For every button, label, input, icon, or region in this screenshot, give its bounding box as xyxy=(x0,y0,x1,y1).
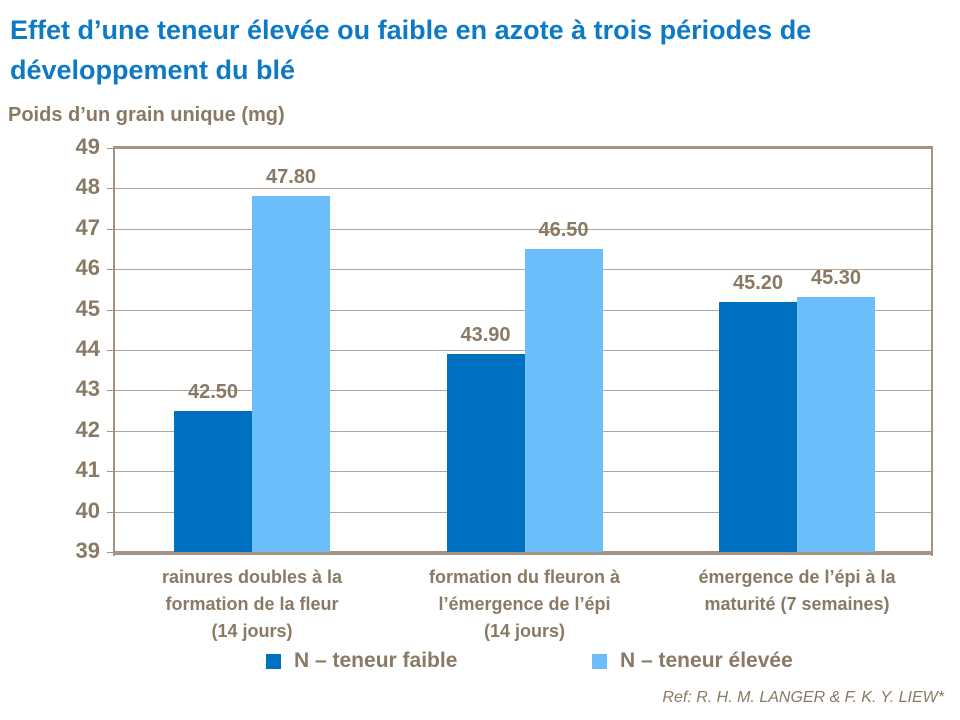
x-axis-line xyxy=(115,551,933,555)
y-tick-label: 46 xyxy=(75,255,100,281)
y-tick-label: 44 xyxy=(75,335,100,361)
y-axis-tick xyxy=(107,390,115,392)
gridline xyxy=(115,228,933,230)
y-axis-tick xyxy=(107,471,115,473)
y-axis-tick xyxy=(107,350,115,351)
bar-value-label: 46.50 xyxy=(538,219,589,241)
gridline xyxy=(115,188,933,190)
bar-teneur-elevee xyxy=(252,196,330,552)
y-tick-label: 48 xyxy=(75,174,100,200)
y-tick-label: 45 xyxy=(75,295,100,321)
bar-value-label: 42.50 xyxy=(187,380,239,403)
bar-teneur-faible xyxy=(446,354,525,552)
bar-value-label: 45.30 xyxy=(810,267,862,290)
y-axis-tick xyxy=(107,269,115,271)
y-tick-label: 47 xyxy=(75,214,100,240)
legend-item-teneur-elevee: N – teneur élevée xyxy=(592,649,793,673)
y-axis-tick xyxy=(107,188,115,190)
y-tick-label: 43 xyxy=(75,376,100,402)
y-axis-tick xyxy=(107,511,115,513)
legend-swatch-teneur-elevee xyxy=(592,653,607,669)
y-axis-tick xyxy=(107,148,115,149)
y-tick-label: 40 xyxy=(75,497,100,523)
bar-teneur-faible xyxy=(719,301,797,552)
y-tick-label: 42 xyxy=(75,416,100,442)
reference-citation: Ref: R. H. M. LANGER & F. K. Y. LIEW* xyxy=(662,689,944,706)
legend-swatch-teneur-faible xyxy=(266,653,281,669)
gridline xyxy=(115,350,933,351)
y-axis-tick xyxy=(107,430,115,432)
y-axis-tick xyxy=(107,228,115,230)
x-category-label: émergence de l’épi à la maturité (7 sema… xyxy=(698,567,896,614)
legend-label-teneur-faible: N – teneur faible xyxy=(294,649,458,672)
y-axis-line xyxy=(113,146,115,556)
x-category-label: rainures doubles à la formation de la fl… xyxy=(161,567,343,641)
y-axis-tick xyxy=(107,552,115,553)
x-category-label: formation du fleuron à l’émergence de l’… xyxy=(429,567,620,641)
bar-teneur-elevee xyxy=(524,249,603,552)
bar-teneur-elevee xyxy=(797,297,875,552)
legend-label-teneur-elevee: N – teneur élevée xyxy=(620,649,793,672)
plot-top-border xyxy=(115,146,933,149)
bar-teneur-faible xyxy=(174,410,252,552)
y-axis-title: Poids d’un grain unique (mg) xyxy=(8,104,285,126)
y-tick-label: 39 xyxy=(75,537,100,563)
gridline xyxy=(115,309,933,311)
bar-value-label: 45.20 xyxy=(732,271,784,294)
bar-value-label: 43.90 xyxy=(460,324,511,347)
bar-value-label: 47.80 xyxy=(265,166,317,189)
gridline xyxy=(115,269,933,271)
y-tick-label: 49 xyxy=(75,133,100,159)
page-title: Effet d’une teneur élevée ou faible en a… xyxy=(10,15,812,85)
plot-right-border xyxy=(931,146,933,556)
y-tick-label: 41 xyxy=(75,457,100,483)
legend-item-teneur-faible: N – teneur faible xyxy=(266,649,457,673)
y-axis-tick xyxy=(107,309,115,311)
